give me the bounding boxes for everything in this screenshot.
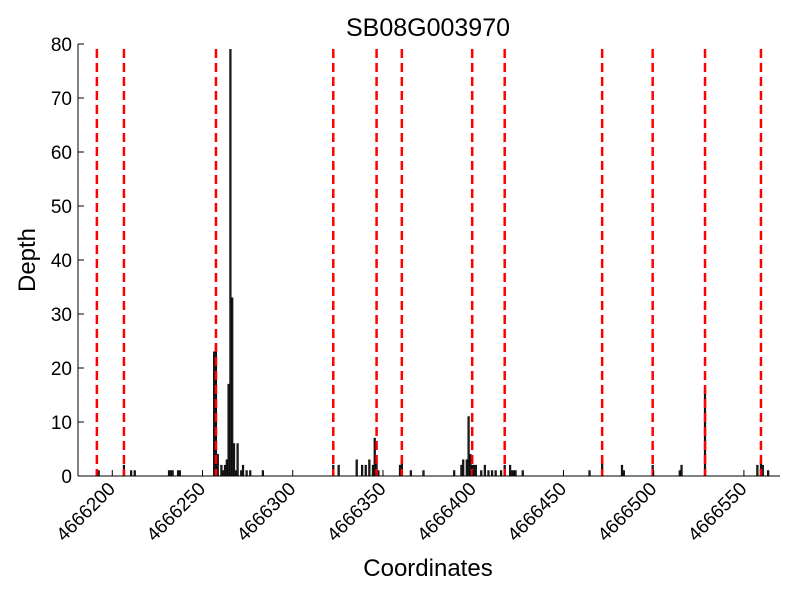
depth-bar [176,470,180,477]
depth-bar [756,464,759,477]
depth-bar [490,470,494,477]
depth-bar [241,464,245,477]
depth-bar [249,470,252,477]
depth-bar [167,470,171,477]
y-tick-label: 60 [51,143,72,164]
x-tick-label: 4666350 [323,479,390,546]
x-tick-label: 4666400 [414,479,481,546]
feature-boundaries [95,49,763,476]
y-tick-label: 50 [51,197,72,218]
depth-bar [236,443,239,477]
depth-bar [487,470,490,477]
depth-bar [220,464,223,477]
x-axis-label: Coordinates [363,555,492,582]
depth-bar [409,470,412,477]
depth-bar [361,464,364,477]
depth-bar [130,470,133,477]
x-tick-label: 4666200 [53,479,120,546]
y-tick-label: 0 [61,467,72,488]
depth-bar [227,383,230,477]
depth-bar [509,464,512,477]
y-tick-label: 80 [51,35,72,56]
depth-bar [512,470,515,477]
depth-bar [222,470,225,477]
depth-bar [680,464,683,477]
y-axis-label: Depth [14,228,41,292]
depth-bar [494,470,497,477]
y-tick-label: 20 [51,359,72,380]
depth-bar [422,470,425,477]
depth-bar [234,470,237,477]
depth-bar [229,49,232,477]
depth-bars [95,49,770,477]
x-tick-label: 4666450 [504,479,571,546]
depth-bar [240,470,243,477]
depth-bar [460,464,463,477]
depth-bar [453,470,456,477]
depth-bar [474,464,477,477]
depth-bar [483,464,486,477]
depth-bar [588,470,591,477]
depth-bar [232,443,236,477]
depth-bar [223,464,227,477]
depth-bar [622,470,625,477]
depth-bar [169,470,172,477]
y-tick-label: 30 [51,305,72,326]
depth-bar [467,416,470,477]
depth-bar [368,459,371,477]
depth-bar [514,470,517,477]
depth-bar [499,470,503,477]
depth-bar [133,470,136,477]
depth-bar [620,464,624,477]
depth-bar [261,470,264,477]
y-axis-ticks: 0 10 20 30 40 50 60 70 80 [51,35,84,488]
depth-bar [510,470,514,477]
depth-bar [521,470,524,477]
depth-bar [178,470,181,477]
x-tick-label: 4666500 [594,479,661,546]
depth-bar [480,470,483,477]
x-axis-ticks: 4666200 4666250 4666300 4666350 4666400 46664… [53,470,751,546]
depth-bar [364,464,367,477]
depth-bar [225,459,228,477]
x-tick-label: 4666300 [233,479,300,546]
depth-bar [678,470,681,477]
depth-bar [245,470,248,477]
depth-bar [462,459,465,477]
depth-bar [171,470,174,477]
depth-bar [337,464,340,477]
y-tick-label: 10 [51,413,72,434]
y-tick-label: 70 [51,89,72,110]
x-tick-label: 4666250 [143,479,210,546]
depth-bar [465,459,468,477]
depth-bar [231,297,234,477]
y-tick-label: 40 [51,251,72,272]
depth-bar [371,464,375,477]
x-tick-label: 4666550 [684,479,751,546]
chart-title: SB08G003970 [346,14,510,42]
depth-bar [767,470,770,477]
depth-bar [355,459,358,477]
